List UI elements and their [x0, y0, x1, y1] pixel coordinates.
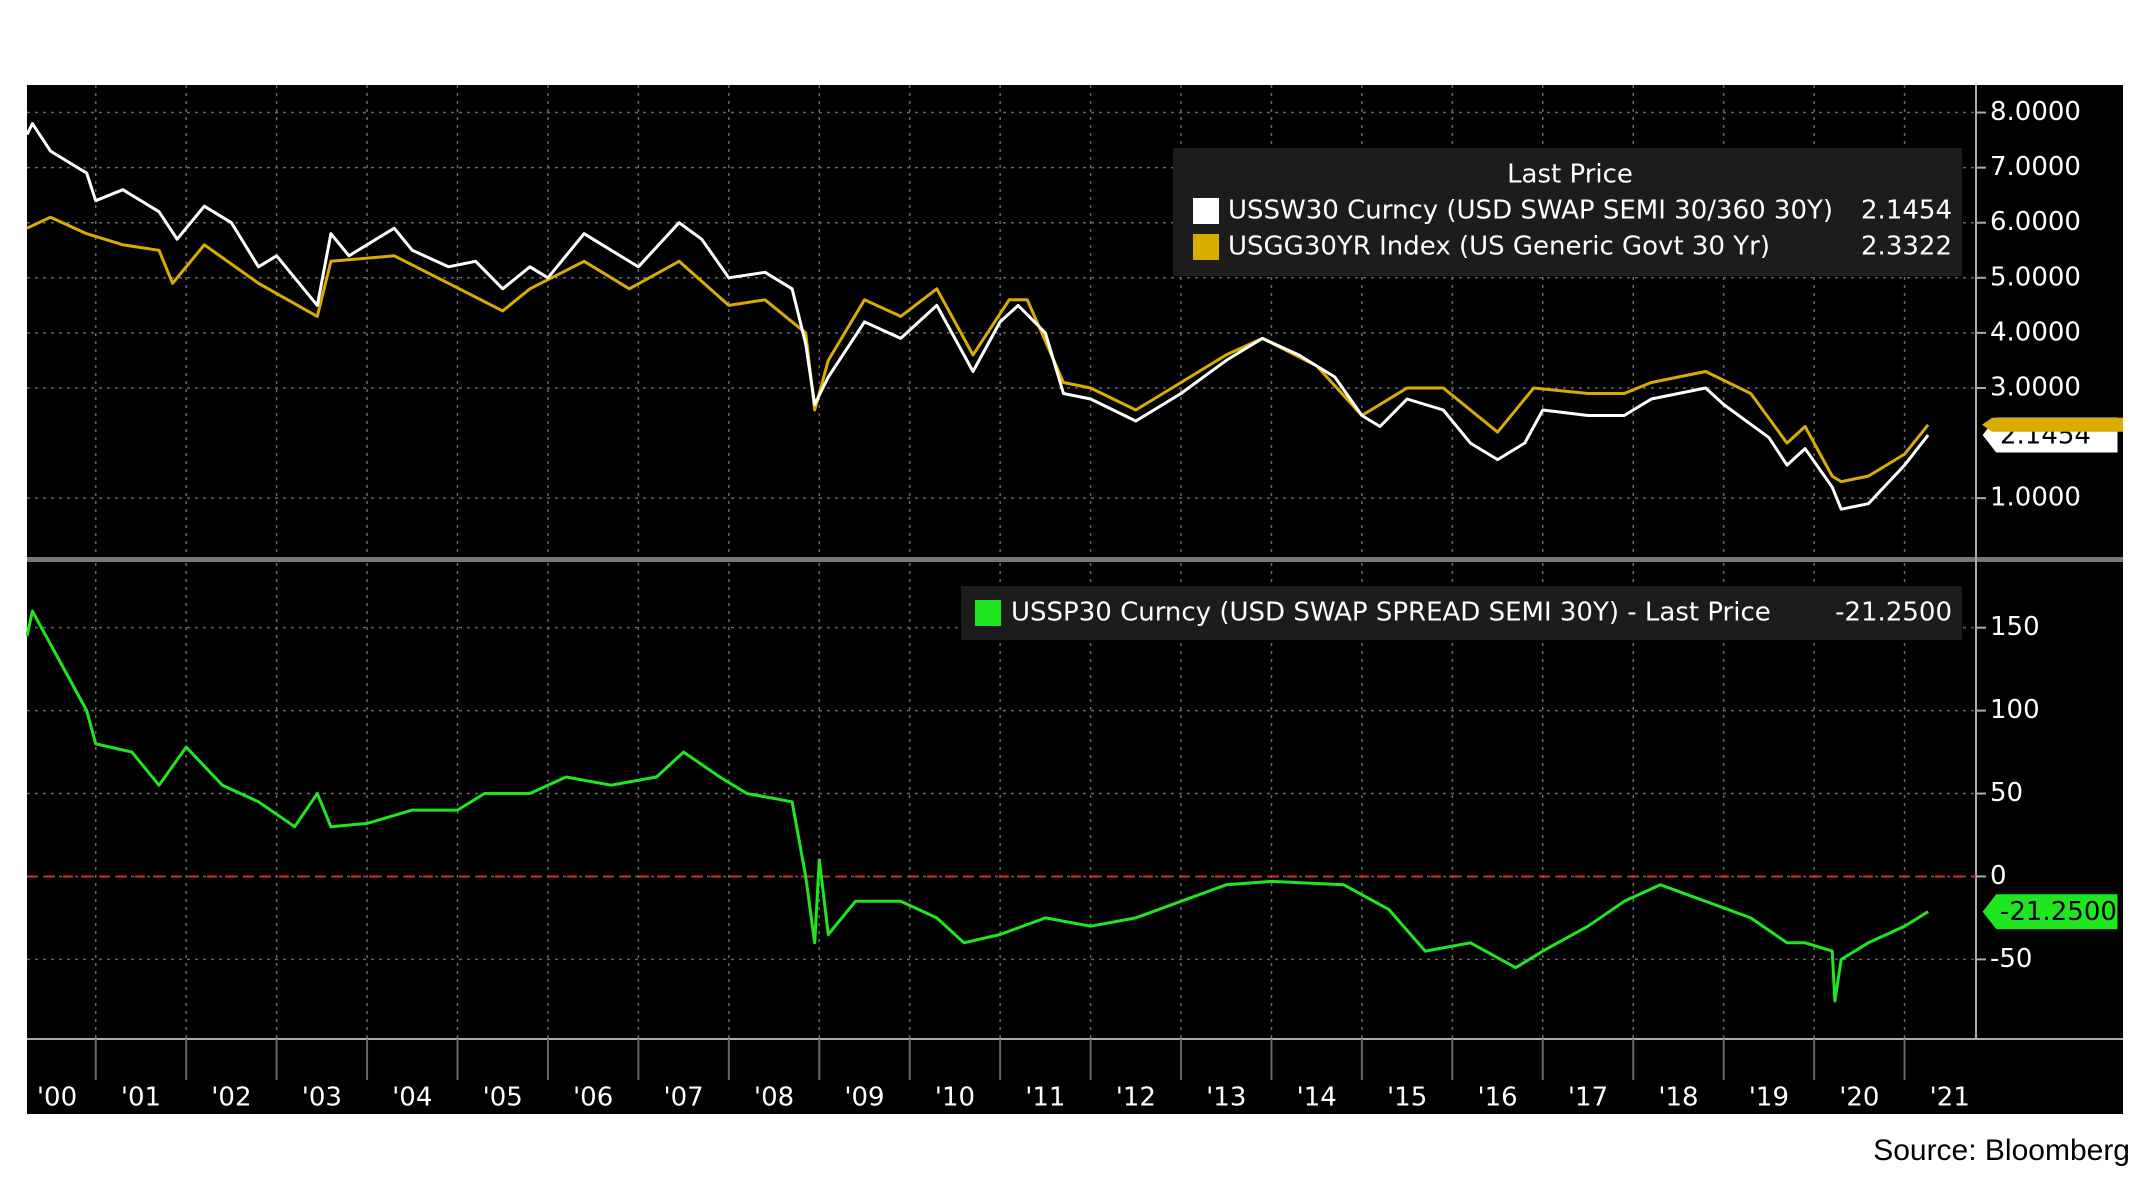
legend-swatch — [1193, 234, 1219, 260]
y-tick-label: 5.0000 — [1990, 262, 2081, 292]
y-tick-label: 100 — [1990, 695, 2040, 725]
y-tick-label: 8.0000 — [1990, 97, 2081, 127]
y-tick-label: 0 — [1990, 861, 2007, 891]
x-tick-label: '10 — [935, 1083, 975, 1113]
last-value-box — [1981, 893, 2119, 931]
x-tick-label: '21 — [1930, 1083, 1970, 1113]
x-tick-label: '16 — [1477, 1083, 1517, 1113]
x-tick-label: '07 — [663, 1083, 703, 1113]
x-tick-label: '13 — [1206, 1083, 1246, 1113]
legend-box — [961, 586, 1962, 640]
x-tick-label: '02 — [211, 1083, 251, 1113]
y-tick-label: 6.0000 — [1990, 207, 2081, 237]
y-tick-label: 7.0000 — [1990, 152, 2081, 182]
x-tick-label: '05 — [483, 1083, 523, 1113]
x-tick-label: '19 — [1749, 1083, 1789, 1113]
line-series — [26, 215, 1930, 484]
x-tick-label: '00 — [37, 1083, 77, 1113]
x-tick-label: '17 — [1568, 1083, 1608, 1113]
x-tick-label: '09 — [844, 1083, 884, 1113]
legend-value: -21.2500 — [1835, 598, 1952, 628]
y-tick-label: 50 — [1990, 778, 2023, 808]
y-tick-label: -50 — [1990, 944, 2032, 974]
legend-box — [1173, 148, 1962, 276]
x-tick-label: '18 — [1658, 1083, 1698, 1113]
legend-value: 2.3322 — [1861, 232, 1952, 262]
line-series — [25, 122, 1930, 511]
x-tick-label: '08 — [754, 1083, 794, 1113]
y-tick-label: 150 — [1990, 612, 2040, 642]
legend-swatch — [1193, 198, 1219, 224]
x-tick-label: '03 — [302, 1083, 342, 1113]
x-tick-label: '04 — [392, 1083, 432, 1113]
legend-label: USSP30 Curncy (USD SWAP SPREAD SEMI 30Y)… — [1011, 598, 1771, 628]
legend-value: 2.1454 — [1861, 196, 1952, 226]
x-tick-label: '15 — [1387, 1083, 1427, 1113]
y-tick-label: 1.0000 — [1990, 483, 2081, 513]
x-tick-label: '11 — [1025, 1083, 1065, 1113]
legend-label: USGG30YR Index (US Generic Govt 30 Yr) — [1228, 232, 1770, 262]
legend-title: Last Price — [1507, 160, 1633, 190]
y-tick-label: 4.0000 — [1990, 317, 2081, 347]
x-tick-label: '12 — [1116, 1083, 1156, 1113]
last-value-tab — [1982, 417, 2123, 432]
source: Source: Bloomberg — [1873, 1134, 2130, 1167]
y-tick-label: 3.0000 — [1990, 372, 2081, 402]
legend-swatch — [975, 600, 1001, 626]
x-tick-label: '01 — [121, 1083, 161, 1113]
x-tick-label: '06 — [573, 1083, 613, 1113]
line-series — [25, 609, 1929, 1003]
x-tick-label: '20 — [1839, 1083, 1879, 1113]
legend-label: USSW30 Curncy (USD SWAP SEMI 30/360 30Y) — [1228, 196, 1833, 226]
x-tick-label: '14 — [1297, 1083, 1337, 1113]
last-value-label: -21.2500 — [2000, 897, 2117, 927]
